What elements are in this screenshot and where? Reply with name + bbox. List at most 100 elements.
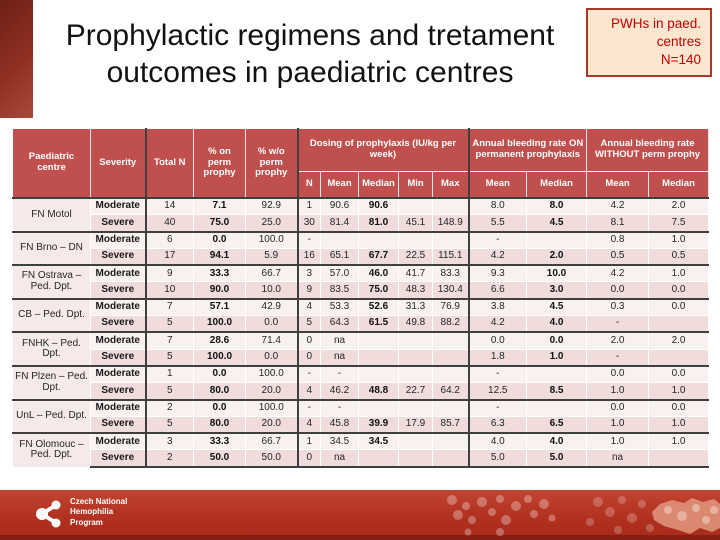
dose-n-cell: 0: [296, 449, 321, 468]
abr-wo-median-cell: 1.0: [648, 432, 710, 450]
callout-line: PWHs in paed.: [610, 16, 701, 31]
pct-wo-prophy-cell: 0.0: [245, 348, 298, 366]
total-n-cell: 7: [145, 297, 194, 316]
abr-wo-mean-cell: 2.0: [586, 331, 650, 350]
abr-on-mean-cell: 4.2: [467, 315, 528, 333]
dose-mean-cell: 34.5: [320, 432, 359, 450]
dose-max-cell: [431, 348, 470, 366]
dose-min-cell: 31.3: [398, 297, 433, 316]
abr-wo-median-cell: 0.0: [648, 398, 710, 417]
total-n-cell: 5: [145, 348, 194, 366]
abr-wo-mean-cell: -: [586, 315, 650, 333]
dose-median-cell: 75.0: [358, 281, 399, 299]
severity-cell: Moderate: [90, 432, 147, 450]
severity-cell: Moderate: [90, 398, 147, 417]
abr-on-median-cell: 5.0: [526, 449, 588, 468]
pct-wo-prophy-cell: 10.0: [245, 281, 298, 299]
pct-on-prophy-cell: 90.0: [193, 281, 246, 299]
abr-wo-mean-cell: 0.3: [586, 297, 650, 316]
table-row: Severe 5 100.0 0.0 0 na 1.8 1.0-: [13, 348, 710, 366]
abr-wo-mean-cell: 8.1: [586, 214, 650, 232]
callout-line: N=140: [660, 51, 701, 67]
dose-n-cell: 5: [296, 315, 321, 333]
centre-cell: FN Ostrava – Ped. Dpt.: [12, 264, 91, 299]
abr-on-median-cell: 2.0: [526, 247, 588, 266]
total-n-cell: 5: [145, 315, 194, 333]
abr-wo-mean-cell: 0.0: [586, 281, 650, 299]
dose-min-cell: [398, 230, 433, 249]
dose-min-cell: 48.3: [398, 281, 433, 299]
dose-mean-cell: 45.8: [320, 415, 359, 434]
abr-on-median-cell: 0.0: [526, 331, 588, 350]
abr-on-median-cell: 3.0: [526, 281, 588, 299]
pct-wo-prophy-cell: 100.0: [245, 230, 298, 249]
footer-band: Czech National Hemophilia Program: [0, 490, 720, 540]
dose-mean-cell: na: [320, 449, 359, 468]
pct-wo-prophy-cell: 25.0: [245, 214, 298, 232]
dose-min-cell: 17.9: [398, 415, 433, 434]
dose-n-cell: 9: [296, 281, 321, 299]
total-n-cell: 1: [145, 364, 194, 383]
dose-min-cell: 22.7: [398, 382, 433, 400]
dose-min-cell: [398, 331, 433, 350]
dose-n-cell: 16: [296, 247, 321, 266]
dose-median-cell: 61.5: [358, 315, 399, 333]
dose-median-cell: 67.7: [358, 247, 399, 266]
total-n-cell: 5: [145, 382, 194, 400]
dose-mean-cell: 46.2: [320, 382, 359, 400]
abr-on-mean-cell: 5.0: [467, 449, 528, 468]
abr-wo-mean-cell: 4.2: [586, 197, 650, 215]
abr-on-median-cell: 4.0: [526, 315, 588, 333]
dose-max-cell: [431, 364, 470, 383]
dose-min-cell: 45.1: [398, 214, 433, 232]
severity-cell: Moderate: [90, 230, 147, 249]
abr-wo-mean-cell: 4.2: [586, 264, 650, 282]
abr-on-mean-cell: 3.8: [467, 297, 528, 316]
table-row: Severe 2 50.0 50.0 0 na 5.0 5.0 na: [13, 449, 710, 468]
dose-max-cell: 76.9: [431, 297, 470, 316]
czech-map-silhouette: [652, 498, 720, 534]
pct-on-prophy-cell: 75.0: [193, 214, 246, 232]
table-row: Severe 5 100.0 0.0 5 64.3 61.5 49.8 88.2 4.2 4.0-: [13, 315, 710, 333]
dose-min-cell: [398, 348, 433, 366]
dose-n-cell: 4: [296, 415, 321, 434]
slide-title: Prophylactic regimens and tretament outc…: [65, 19, 555, 89]
pct-wo-prophy-cell: 20.0: [245, 382, 298, 400]
dose-n-cell: 0: [296, 348, 321, 366]
centre-cell: FN Brno – DN: [12, 230, 91, 266]
abr-wo-mean-cell: 0.0: [586, 364, 650, 383]
table-body: FN Motol Moderate 14 7.1 92.9 1 90.6 90.6 8.0 8.0…: [12, 197, 710, 468]
col-header-abr-on-mean: Mean: [467, 171, 528, 199]
centre-cell: FN Motol: [12, 197, 91, 232]
dose-min-cell: 49.8: [398, 315, 433, 333]
dose-max-cell: 83.3: [431, 264, 470, 282]
pct-wo-prophy-cell: 66.7: [245, 264, 298, 282]
centre-cell: FNHK – Ped. Dpt.: [12, 331, 91, 366]
abr-wo-mean-cell: 0.8: [586, 230, 650, 249]
pct-on-prophy-cell: 94.1: [193, 247, 246, 266]
dose-min-cell: [398, 449, 433, 468]
abr-wo-mean-cell: 1.0: [586, 432, 650, 450]
pct-on-prophy-cell: 0.0: [193, 398, 246, 417]
severity-cell: Severe: [90, 214, 147, 232]
col-header-pct-wo: % w/o perm prophy: [245, 128, 298, 199]
dose-median-cell: 81.0: [358, 214, 399, 232]
centre-cell: UnL – Ped. Dpt.: [12, 398, 91, 434]
abr-on-mean-cell: 5.5: [467, 214, 528, 232]
col-header-dosing-group: Dosing of prophylaxis (IU/kg per week): [296, 128, 470, 172]
dose-median-cell: [358, 449, 399, 468]
dose-mean-cell: na: [320, 331, 359, 350]
dose-median-cell: 90.6: [358, 197, 399, 215]
severity-cell: Severe: [90, 449, 147, 468]
abr-on-median-cell: 4.0: [526, 432, 588, 450]
col-header-abr-wo-mean: Mean: [586, 171, 650, 199]
dose-median-cell: [358, 364, 399, 383]
logo-text-line: Hemophilia: [70, 507, 114, 517]
severity-cell: Moderate: [90, 331, 147, 350]
abr-on-median-cell: 10.0: [526, 264, 588, 282]
dose-n-cell: 4: [296, 297, 321, 316]
pct-wo-prophy-cell: 100.0: [245, 364, 298, 383]
abr-on-mean-cell: -: [467, 364, 528, 383]
col-header-dose-median: Median: [358, 171, 399, 199]
total-n-cell: 5: [145, 415, 194, 434]
